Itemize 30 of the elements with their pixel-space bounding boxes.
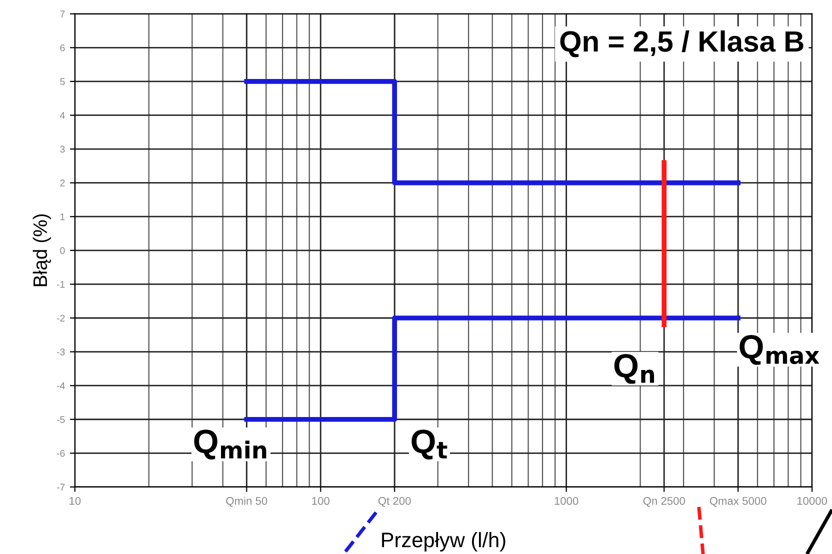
y-tick-label: 6 <box>60 44 65 52</box>
annotation: Q$_{t}$ <box>412 430 448 460</box>
annotation: Q$_{n}$ <box>614 354 654 384</box>
y-tick-label: -4 <box>56 382 65 390</box>
x-tick-label: Qt 200 <box>378 496 411 507</box>
y-axis-title: Błąd (%) <box>32 214 51 286</box>
y-tick-label: -3 <box>56 348 65 356</box>
x-tick-label: Qmin 50 <box>226 496 268 507</box>
y-tick-label: 7 <box>60 10 65 18</box>
y-tick-label: -7 <box>56 484 65 490</box>
x-axis-title: Przepływ (l/h) <box>382 532 506 552</box>
y-tick-label: 4 <box>60 112 65 119</box>
x-tick-label: 10000 <box>797 496 828 505</box>
text: Qn = 2,5 / Klasa B <box>560 30 804 58</box>
y-tick-label: -6 <box>56 450 65 457</box>
y-tick-label: 3 <box>60 146 65 153</box>
y-tick-label: 2 <box>60 180 65 186</box>
x-tick-label: 1000 <box>554 496 578 505</box>
x-tick-label: 10 <box>70 496 81 505</box>
annotation: Q$_{max}$ <box>740 335 820 365</box>
x-tick-label: 100 <box>312 496 330 505</box>
y-tick-label: -2 <box>56 314 65 322</box>
y-tick-label: -1 <box>56 281 65 288</box>
annotation: Q$_{min}$ <box>194 430 266 460</box>
x-tick-label: Qn 2500 <box>643 496 685 507</box>
y-tick-label: 5 <box>60 78 65 86</box>
y-tick-label: 1 <box>60 213 65 220</box>
y-tick-label: 0 <box>60 247 65 254</box>
x-tick-label: Qmax 5000 <box>710 496 766 507</box>
y-tick-label: -5 <box>56 416 65 423</box>
